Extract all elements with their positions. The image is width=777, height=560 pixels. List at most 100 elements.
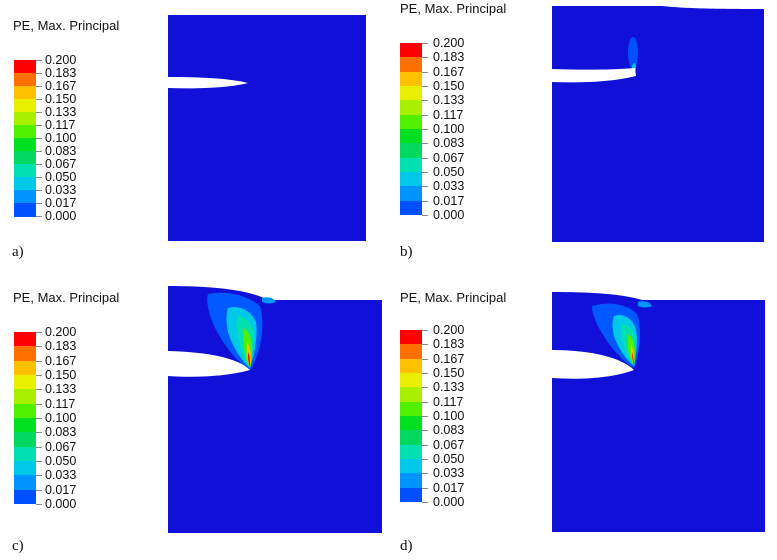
legend-level-label: 0.050 — [45, 170, 77, 184]
legend-tick — [36, 375, 42, 376]
legend-tick — [422, 459, 428, 460]
legend-tick — [422, 71, 428, 73]
legend-level-label: 0.150 — [45, 368, 77, 382]
legend-swatch — [14, 446, 36, 462]
legend-tick — [36, 389, 42, 391]
legend-swatch — [14, 138, 36, 152]
legend-tick — [36, 125, 42, 126]
legend-level-label: 0.017 — [45, 196, 77, 210]
legend-tick — [36, 99, 42, 100]
legend-swatch — [400, 43, 422, 58]
legend-level-label: 0.183 — [45, 339, 77, 354]
legend-level-label: 0.167 — [433, 64, 465, 79]
crack-notch — [552, 68, 636, 83]
legend-level-label: 0.000 — [433, 208, 465, 222]
specimen-body — [552, 292, 765, 532]
panel-label: a) — [12, 244, 24, 260]
legend-swatch — [400, 387, 422, 403]
legend-swatch — [400, 186, 422, 202]
legend-level-label: 0.033 — [45, 183, 77, 197]
legend-swatch — [14, 332, 36, 347]
legend-level-label: 0.050 — [45, 454, 77, 468]
legend-tick — [422, 86, 428, 87]
legend-tick — [36, 73, 42, 74]
legend-level-label: 0.150 — [433, 366, 465, 380]
crack-notch — [552, 350, 634, 379]
legend-level-label: 0.200 — [433, 36, 465, 50]
legend-swatch — [400, 416, 422, 431]
legend-swatch — [400, 330, 422, 345]
legend-level-label: 0.150 — [45, 92, 77, 106]
legend-level-label: 0.183 — [433, 50, 465, 65]
legend-tick — [36, 138, 42, 139]
legend-swatch — [14, 418, 36, 433]
legend-color-bar — [14, 60, 42, 217]
legend-tick — [422, 114, 428, 116]
legend-swatch — [14, 125, 36, 139]
legend-level-label: 0.017 — [45, 482, 77, 497]
legend-swatch — [14, 432, 36, 448]
legend-swatch — [400, 430, 422, 446]
legend-swatch — [14, 112, 36, 126]
legend-swatch — [400, 143, 422, 159]
legend-level-label: 0.183 — [45, 66, 77, 80]
legend-tick — [422, 200, 428, 202]
legend-level-label: 0.133 — [45, 382, 77, 397]
legend-tick — [36, 86, 42, 87]
legend-level-label: 0.067 — [433, 437, 465, 452]
legend-level-label: 0.117 — [433, 394, 464, 409]
legend-level-label: 0.100 — [433, 122, 465, 136]
legend-tick-column — [422, 330, 428, 503]
legend-swatch — [400, 157, 422, 173]
legend-swatch — [400, 114, 422, 130]
legend-tick — [422, 401, 428, 403]
legend-tick — [422, 157, 428, 159]
legend-swatch — [14, 99, 36, 113]
legend-level-label: 0.067 — [45, 439, 77, 454]
legend-tick — [422, 143, 428, 145]
legend-tick — [422, 416, 428, 417]
legend-tick — [422, 43, 428, 44]
strain-contour-plot — [168, 15, 366, 241]
legend-tick — [36, 190, 42, 191]
legend-level-label: 0.000 — [45, 497, 77, 511]
legend-tick — [36, 346, 42, 348]
legend-level-label: 0.050 — [433, 165, 465, 179]
legend-level-label: 0.100 — [433, 409, 465, 423]
legend-title: PE, Max. Principal — [13, 18, 120, 33]
legend-level-label: 0.083 — [45, 144, 77, 158]
legend-level-label: 0.000 — [45, 209, 77, 223]
legend-tick — [422, 473, 428, 475]
legend-level-label: 0.167 — [45, 79, 77, 93]
legend-level-label: 0.133 — [433, 380, 465, 395]
legend-tick — [422, 172, 428, 173]
legend-level-label: 0.033 — [433, 179, 465, 194]
strain-zone-2 — [262, 297, 276, 304]
legend-swatch — [14, 475, 36, 491]
legend-tick — [36, 432, 42, 434]
legend-tick — [422, 502, 428, 503]
legend-level-label: 0.067 — [433, 150, 465, 165]
legend-title: PE, Max. Principal — [400, 290, 507, 305]
legend-tick — [36, 475, 42, 477]
legend-level-label: 0.033 — [45, 468, 77, 483]
legend-level-label: 0.133 — [45, 105, 77, 119]
panel-d: PE, Max. Principal 0.200 0.183 0.167 0.150 0… — [388, 280, 777, 560]
legend-swatch — [400, 373, 422, 388]
legend-swatch — [400, 200, 422, 216]
legend-level-label: 0.100 — [45, 411, 77, 425]
legend-swatch — [14, 86, 36, 100]
legend-tick — [422, 100, 428, 102]
legend-swatch — [400, 487, 422, 503]
legend-tick — [36, 418, 42, 419]
legend-level-label: 0.117 — [433, 107, 464, 122]
panel-b: PE, Max. Principal 0.200 0.183 0.167 0.150 0… — [388, 0, 777, 280]
legend-tick — [422, 344, 428, 346]
legend-tick — [36, 151, 42, 152]
legend-tick — [36, 461, 42, 462]
legend-tick — [36, 216, 42, 217]
legend-swatch — [14, 403, 36, 419]
legend-swatch — [400, 358, 422, 374]
strain-contour-plot — [552, 292, 765, 532]
legend-tick — [36, 360, 42, 362]
